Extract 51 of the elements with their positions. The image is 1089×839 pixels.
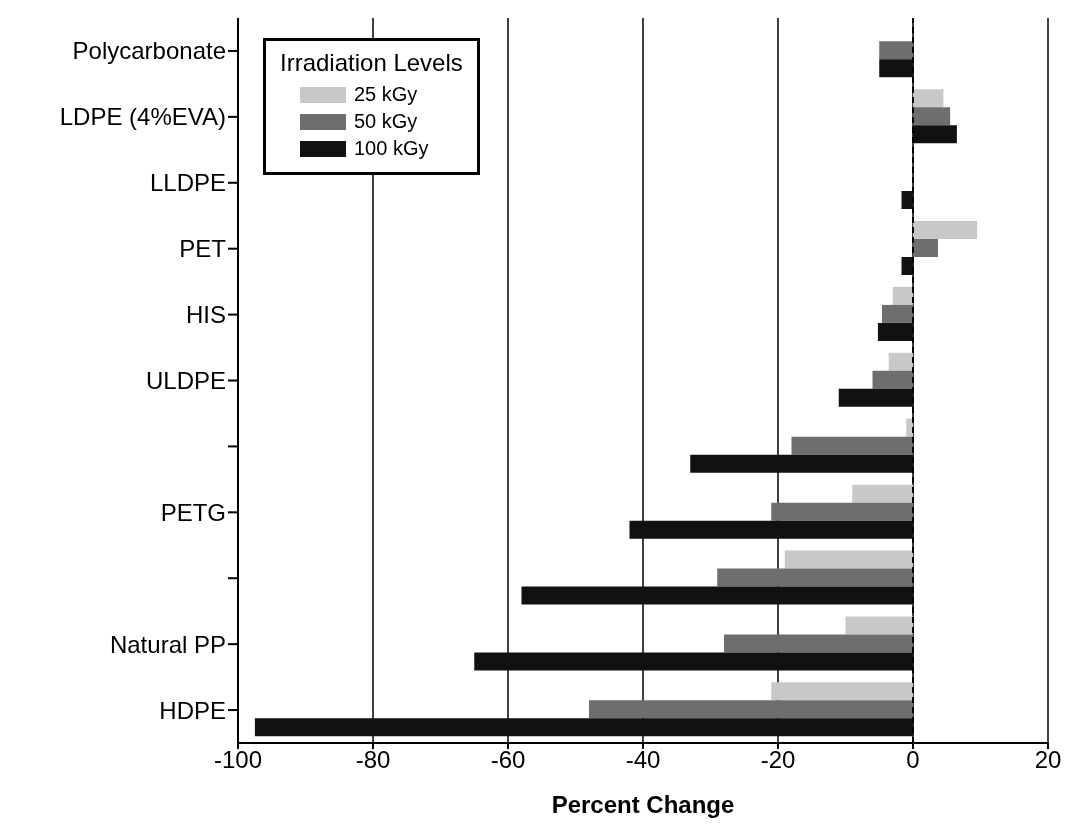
y-tick-label: HDPE — [159, 696, 226, 724]
bar — [913, 125, 957, 144]
bar — [913, 221, 978, 239]
bar — [892, 286, 913, 305]
y-tick-label: Natural PP — [109, 630, 226, 658]
bar — [717, 568, 913, 587]
bar — [852, 484, 913, 503]
y-tick-label: ULDPE — [145, 367, 226, 395]
bar — [881, 304, 913, 323]
bar — [888, 352, 913, 371]
bar — [771, 682, 913, 701]
bar — [901, 257, 913, 275]
y-tick-label: LLDPE — [149, 169, 226, 197]
bar — [879, 59, 913, 78]
y-tick-label: PETG — [160, 498, 226, 526]
y-tick-label: LDPE (4%EVA) — [59, 103, 226, 131]
bar — [913, 239, 938, 257]
x-tick-label: -80 — [355, 746, 391, 774]
y-tick-label: Polycarbonate — [72, 37, 226, 65]
legend-title: Irradiation Levels — [280, 49, 463, 77]
legend-label: 100 kGy — [353, 137, 430, 160]
bar — [791, 436, 913, 455]
bar — [629, 520, 913, 539]
x-tick-label: -40 — [625, 746, 661, 774]
bar — [784, 550, 913, 569]
x-tick-label: 20 — [1034, 746, 1062, 774]
bar — [771, 502, 913, 521]
bar — [913, 89, 944, 108]
x-tick-label: -20 — [760, 746, 796, 774]
x-axis-title: Percent Change — [551, 791, 735, 818]
y-tick-label: PET — [179, 235, 227, 263]
bar — [254, 718, 913, 737]
bar — [724, 634, 913, 653]
legend-label: 50 kGy — [353, 110, 419, 133]
bar — [879, 41, 913, 60]
bar — [589, 700, 913, 719]
x-tick-label: -100 — [213, 746, 263, 774]
bar — [877, 322, 913, 341]
bar — [690, 454, 913, 473]
bar — [845, 616, 913, 635]
bar — [901, 191, 913, 210]
legend-label: 25 kGy — [353, 83, 419, 106]
bar — [906, 418, 913, 437]
bar — [913, 107, 951, 126]
bar — [838, 388, 913, 407]
bar — [521, 586, 913, 605]
bar — [474, 652, 913, 671]
bar — [872, 370, 913, 389]
x-tick-label: -60 — [490, 746, 526, 774]
x-tick-label: 0 — [906, 746, 920, 774]
y-tick-label: HIS — [185, 301, 226, 329]
